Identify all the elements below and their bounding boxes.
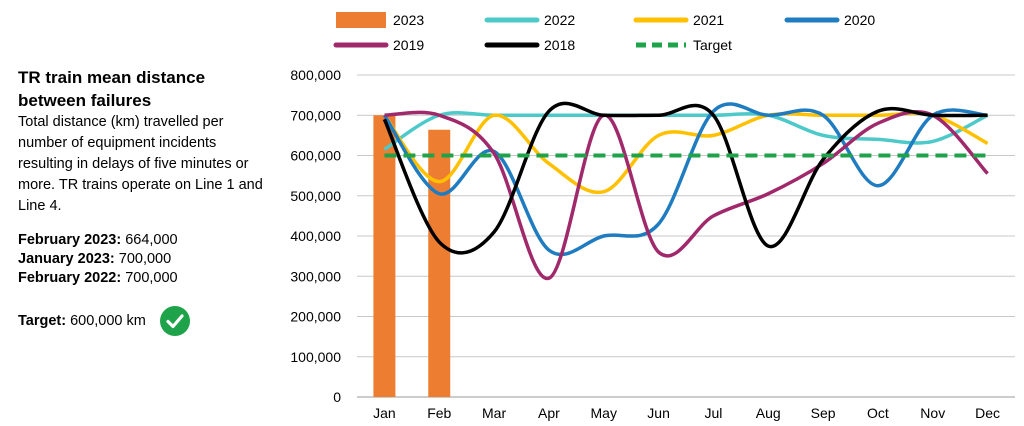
series-line-2021: [383, 111, 989, 195]
x-tick-label: Feb: [427, 405, 451, 421]
x-tick-label: Apr: [538, 405, 560, 421]
series-line-2022: [383, 110, 989, 151]
y-tick-label: 500,000: [290, 188, 341, 204]
series-line-2019: [384, 110, 989, 281]
x-tick-label: Jan: [373, 405, 396, 421]
x-tick-label: May: [591, 405, 617, 421]
y-tick-label: 800,000: [290, 67, 341, 83]
x-tick-label: Oct: [867, 405, 889, 421]
stat-value: 664,000: [125, 232, 178, 248]
panel-description: Total distance (km) travelled per number…: [18, 114, 263, 214]
y-tick-label: 100,000: [290, 349, 341, 365]
stat-jan-2023: January 2023: 700,000: [18, 250, 268, 269]
x-tick-label: Aug: [756, 405, 781, 421]
stat-value: 700,000: [125, 270, 178, 286]
y-tick-label: 300,000: [290, 268, 341, 284]
series-line-2020: [382, 102, 988, 257]
y-tick-label: 600,000: [290, 148, 341, 164]
stat-value: 700,000: [118, 251, 172, 267]
y-tick-label: 400,000: [290, 228, 341, 244]
legend-label-2023: 2023: [393, 12, 424, 28]
legend-label-2022: 2022: [544, 12, 575, 28]
bar-2023: [428, 129, 451, 398]
x-tick-label: Nov: [920, 405, 945, 421]
legend-label-2018: 2018: [544, 37, 575, 53]
bar-2023: [373, 115, 396, 397]
x-tick-label: Jun: [647, 405, 670, 421]
stat-label: January 2023:: [18, 251, 115, 267]
stat-label: February 2023:: [18, 232, 122, 248]
stat-feb-2022: February 2022: 700,000: [18, 269, 268, 288]
legend-label-Target: Target: [693, 37, 732, 53]
legend-label-2019: 2019: [393, 37, 424, 53]
info-panel: TR train mean distance between failures …: [18, 66, 268, 336]
x-tick-label: Sep: [811, 405, 836, 421]
check-circle-icon: [159, 306, 190, 336]
stat-label: February 2022:: [18, 270, 122, 286]
target-label: Target:: [18, 313, 67, 329]
legend-label-2021: 2021: [693, 12, 724, 28]
legend-label-2020: 2020: [844, 12, 875, 28]
x-tick-label: Mar: [482, 405, 506, 421]
series-line-2018: [382, 101, 988, 255]
panel-title: TR train mean distance between failures: [18, 68, 206, 110]
y-tick-label: 0: [333, 389, 341, 405]
y-tick-label: 200,000: [290, 309, 341, 325]
x-tick-label: Dec: [975, 405, 1000, 421]
x-tick-label: Jul: [704, 405, 722, 421]
target-row: Target: 600,000 km: [18, 306, 268, 336]
y-tick-label: 700,000: [290, 107, 341, 123]
target-value: 600,000 km: [70, 313, 146, 329]
stat-feb-2023: February 2023: 664,000: [18, 231, 268, 250]
legend-swatch-2023: [336, 12, 386, 28]
